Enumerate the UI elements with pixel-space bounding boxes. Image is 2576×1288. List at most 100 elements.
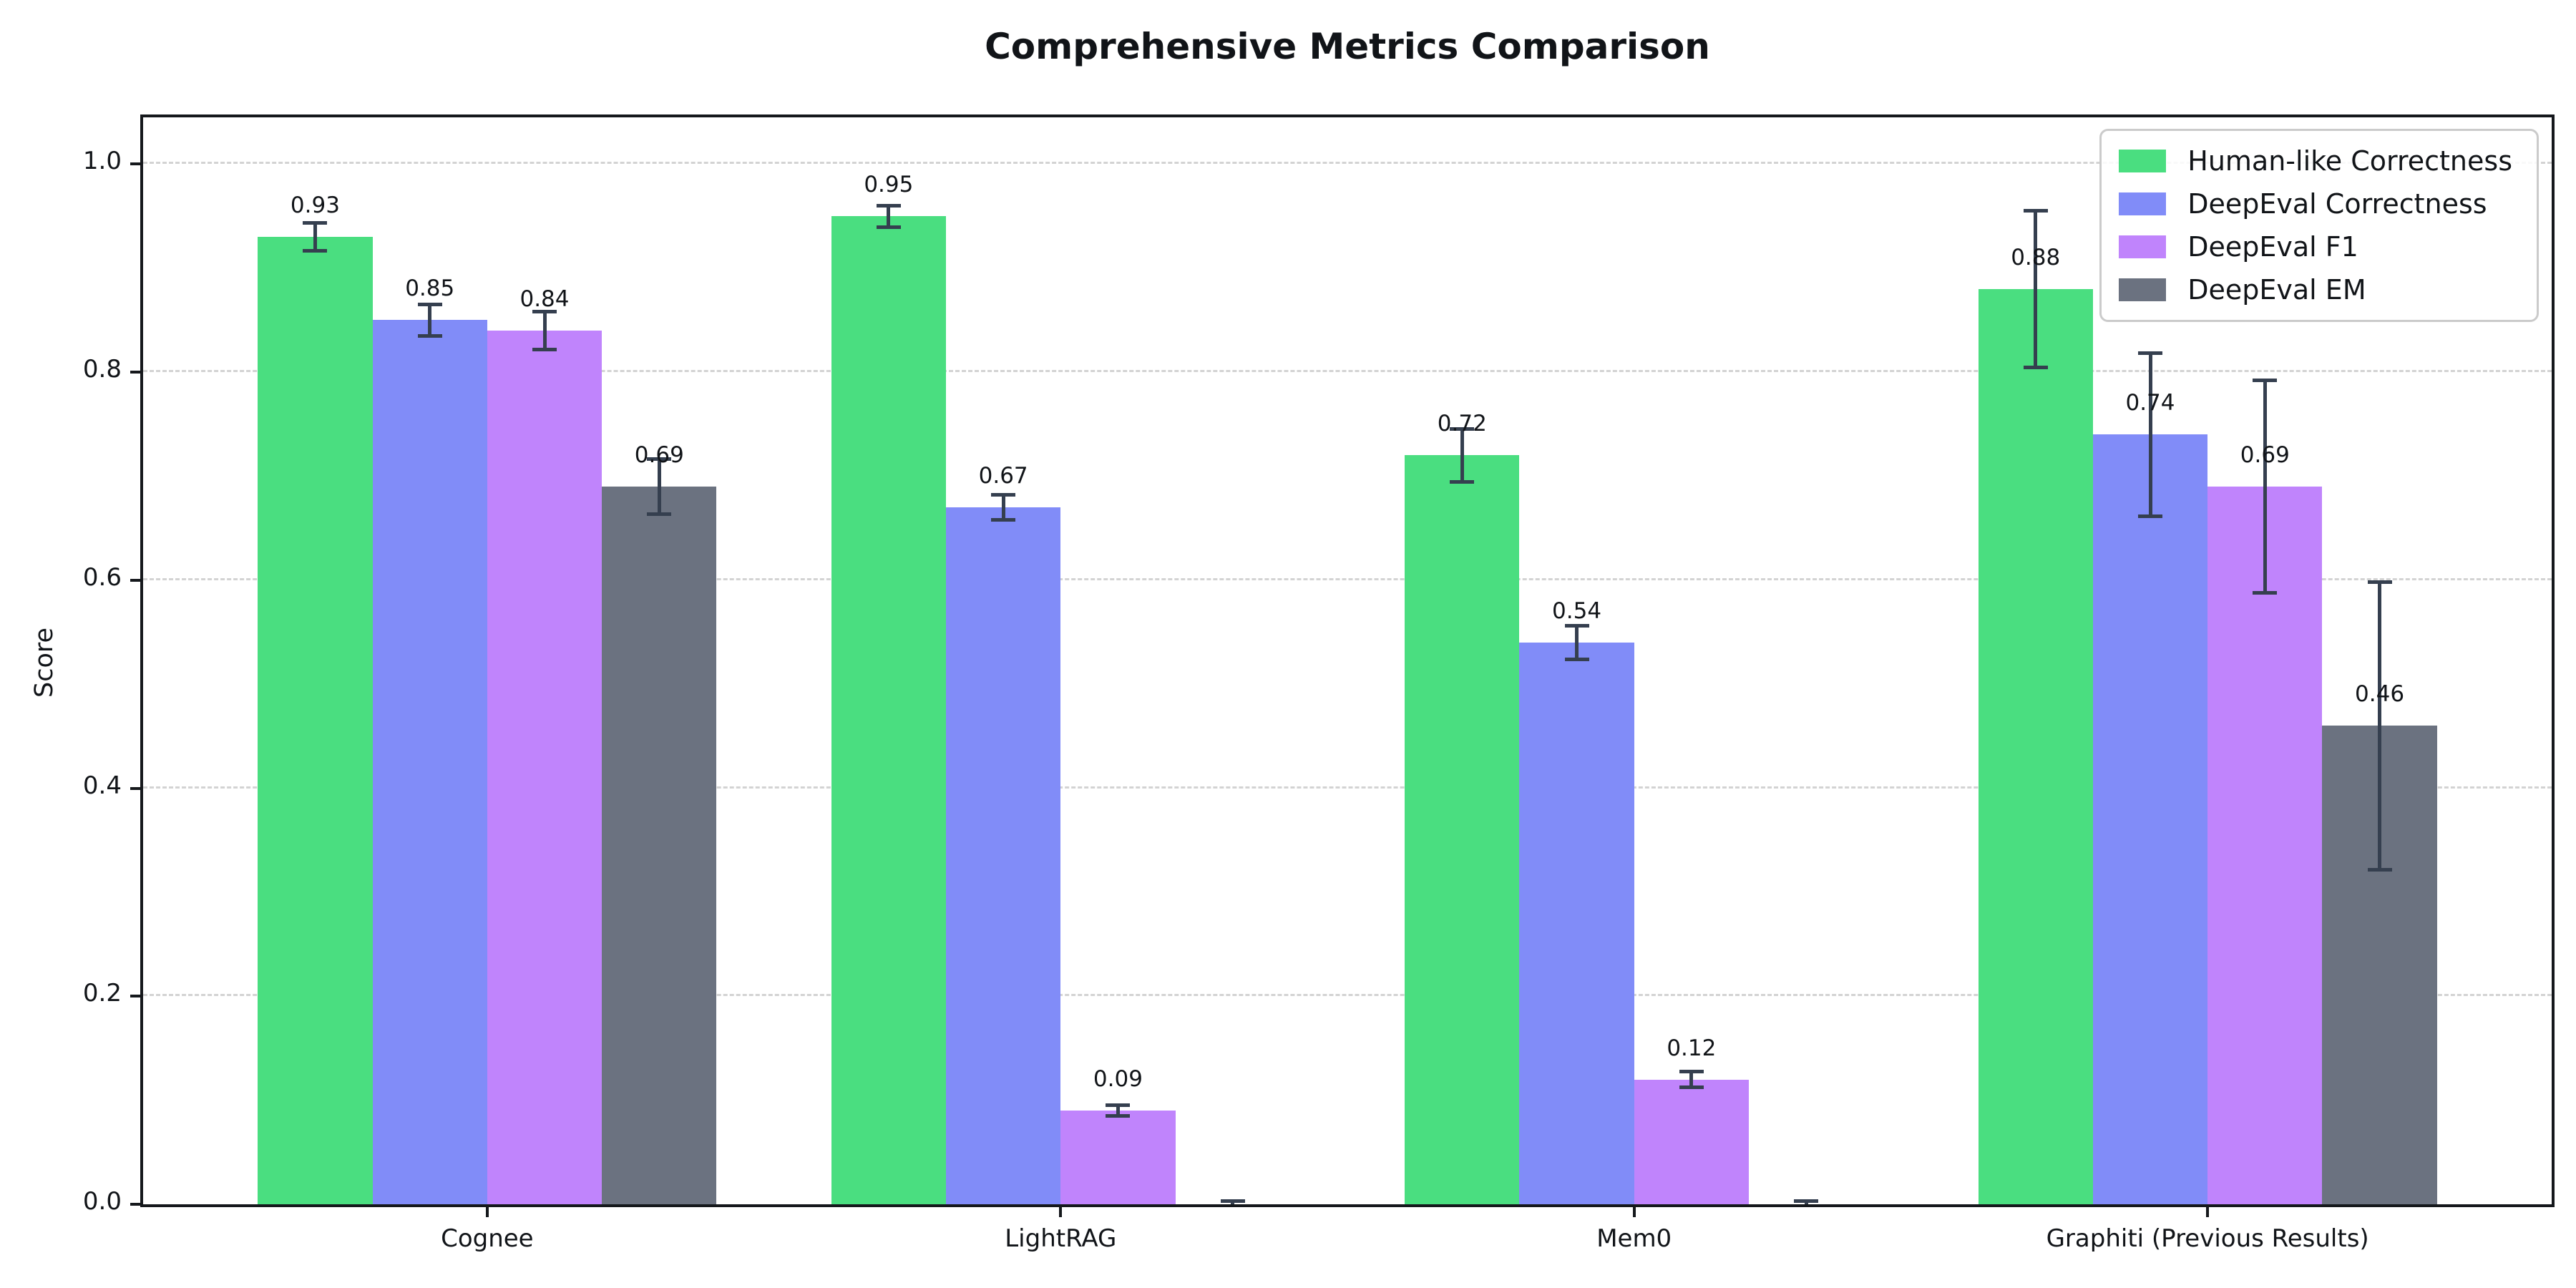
bar (2207, 487, 2323, 1204)
bar-value-label: 0.46 (2355, 681, 2405, 708)
bar-value-label: 0.54 (1552, 598, 1602, 625)
y-tick-label: 1.0 (82, 147, 122, 176)
legend-item: DeepEval F1 (2119, 231, 2512, 263)
x-tick-mark (485, 1204, 489, 1217)
legend-label: DeepEval EM (2187, 274, 2366, 306)
y-tick-mark (130, 995, 143, 998)
error-bar-cap-bottom (303, 248, 328, 253)
error-bar-cap-bottom (1679, 1085, 1704, 1089)
error-bar-line (542, 309, 547, 352)
error-bar-cap-bottom (2253, 591, 2278, 595)
error-bar-line (1460, 427, 1464, 484)
y-tick-mark (130, 1203, 143, 1206)
bar (1519, 643, 1634, 1204)
legend: Human-like Correctness DeepEval Correctne… (2099, 129, 2539, 322)
error-bar-cap-bottom (2367, 867, 2392, 872)
y-tick-label: 0.8 (82, 355, 122, 384)
error-bar-cap-top (532, 309, 557, 313)
error-bar-cap-top (2023, 208, 2048, 213)
error-bar-line (2263, 378, 2267, 595)
plot-area: Human-like Correctness DeepEval Correctne… (143, 117, 2552, 1204)
grid-line (143, 577, 2552, 580)
error-bar-line (657, 457, 661, 516)
legend-label: Human-like Correctness (2187, 145, 2512, 177)
error-bar-cap-top (1794, 1199, 1819, 1203)
error-bar-cap-bottom (2138, 514, 2162, 518)
bar (831, 216, 946, 1204)
error-bar-cap-top (1220, 1199, 1245, 1203)
legend-item: DeepEval Correctness (2119, 188, 2512, 220)
bar-value-label: 0.09 (1093, 1066, 1143, 1093)
grid-line (143, 994, 2552, 997)
error-bar-cap-bottom (876, 225, 901, 229)
y-tick-mark (130, 162, 143, 166)
x-tick-mark (2206, 1204, 2210, 1217)
error-bar-line (887, 203, 891, 229)
legend-swatch-icon (2119, 278, 2167, 301)
chart-title: Comprehensive Metrics Comparison (985, 26, 1710, 67)
y-tick-mark (130, 371, 143, 374)
error-bar-line (2148, 351, 2152, 518)
error-bar-cap-bottom (647, 512, 672, 516)
y-tick-label: 0.0 (82, 1187, 122, 1216)
error-bar-line (2034, 208, 2038, 369)
bar (258, 237, 373, 1204)
error-bar-line (1575, 623, 1579, 662)
y-tick-mark (130, 578, 143, 582)
legend-item: Human-like Correctness (2119, 145, 2512, 177)
bar (602, 487, 717, 1204)
grid-line (143, 370, 2552, 373)
bar-value-label: 0.85 (405, 275, 455, 302)
error-bar-cap-top (417, 302, 442, 306)
bar-value-label: 0.69 (634, 442, 684, 469)
error-bar-line (1116, 1103, 1120, 1118)
error-bar-cap-top (1450, 427, 1475, 431)
bar-value-label: 0.93 (290, 192, 340, 219)
legend-swatch-icon (2119, 235, 2167, 258)
bar (1060, 1111, 1176, 1204)
bar-value-label: 0.72 (1437, 411, 1487, 437)
bar-value-label: 0.88 (2011, 244, 2061, 270)
bar-value-label: 0.69 (2240, 442, 2290, 469)
bar-value-label: 0.84 (519, 286, 570, 312)
error-bar-cap-top (2253, 378, 2278, 382)
legend-swatch-icon (2119, 150, 2167, 172)
error-bar-cap-top (991, 492, 1016, 497)
error-bar-cap-bottom (991, 518, 1016, 522)
error-bar-line (428, 302, 432, 338)
y-tick-label: 0.6 (82, 562, 122, 592)
x-tick-label: Graphiti (Previous Results) (2046, 1224, 2369, 1253)
bar (1978, 288, 2093, 1204)
x-tick-label: Mem0 (1596, 1224, 1672, 1253)
bar (1405, 455, 1520, 1204)
y-tick-label: 0.4 (82, 771, 122, 800)
error-bar-cap-bottom (1106, 1114, 1131, 1118)
bar (372, 320, 487, 1204)
bar (1634, 1079, 1749, 1204)
error-bar-cap-top (2367, 580, 2392, 584)
error-bar-cap-bottom (1450, 479, 1475, 484)
legend-label: DeepEval Correctness (2187, 188, 2487, 220)
legend-item: DeepEval EM (2119, 274, 2512, 306)
error-bar-cap-bottom (1564, 658, 1589, 662)
bar-value-label: 0.74 (2125, 390, 2175, 416)
bar (946, 507, 1061, 1204)
bar-value-label: 0.95 (864, 172, 914, 198)
x-tick-mark (1059, 1204, 1063, 1217)
legend-label: DeepEval F1 (2187, 231, 2358, 263)
x-tick-mark (1632, 1204, 1636, 1217)
grid-line (143, 162, 2552, 165)
error-bar-cap-bottom (2023, 365, 2048, 369)
error-bar-line (2378, 580, 2382, 872)
x-tick-label: Cognee (441, 1224, 534, 1253)
error-bar-line (1689, 1070, 1694, 1089)
grid-line (143, 786, 2552, 789)
error-bar-line (1001, 492, 1005, 522)
y-tick-label: 0.2 (82, 979, 122, 1008)
x-tick-label: LightRAG (1005, 1224, 1117, 1253)
bar-value-label: 0.12 (1667, 1035, 1717, 1061)
error-bar-cap-top (876, 203, 901, 208)
error-bar-cap-top (303, 221, 328, 225)
bar-value-label: 0.67 (978, 463, 1028, 489)
